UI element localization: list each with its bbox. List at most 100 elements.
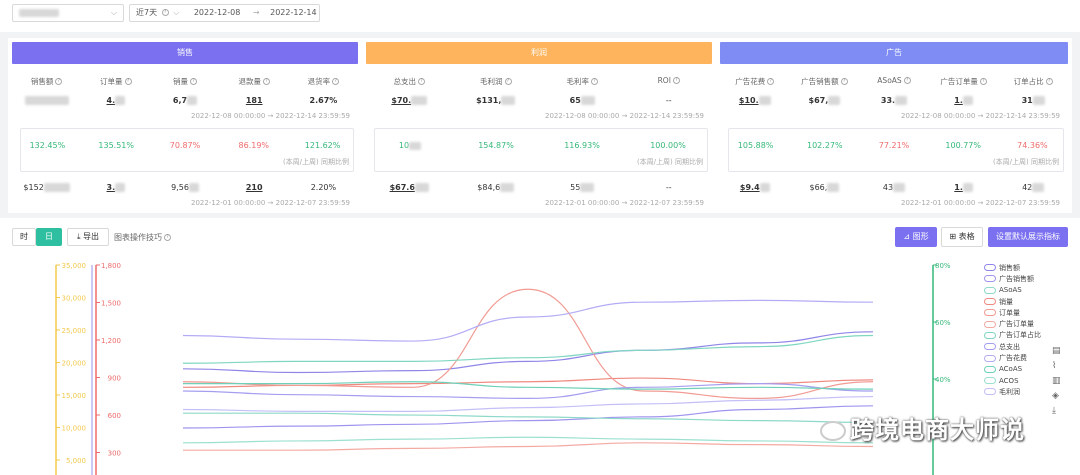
metric-value: 43 xyxy=(882,183,894,192)
help-icon: ? xyxy=(767,78,775,85)
previous-values: $9.4 $66, 43 1. 42 xyxy=(720,183,1068,192)
metric-value: 42 xyxy=(1022,183,1033,192)
metric-label: 广告销售额 xyxy=(801,77,839,86)
metric-value[interactable]: $9.4 xyxy=(739,183,760,192)
date-start[interactable]: 2022-12-08 xyxy=(193,8,241,17)
metric-value[interactable]: $67.6 xyxy=(389,183,415,192)
series-line xyxy=(182,436,874,444)
legend-label: 销量 xyxy=(999,297,1013,306)
line-switch-icon[interactable]: ⌇ xyxy=(1052,361,1057,371)
compare-value: 132.45% xyxy=(29,141,66,150)
compare-value: 10 xyxy=(398,141,410,150)
profit-panel: 利润 总支出? 毛利润? 毛利率? ROI? $70. $131, 65 -- … xyxy=(362,38,716,213)
watermark: 跨境电商大师说 xyxy=(820,410,1025,445)
compare-note: (本周/上周) 同期比例 xyxy=(636,158,703,166)
metric-label: ROI xyxy=(657,76,671,85)
set-default-metrics-button[interactable]: 设置默认展示指标 xyxy=(988,227,1068,247)
metric-value: 55 xyxy=(570,183,581,192)
help-icon: ? xyxy=(1045,78,1053,85)
legend-item[interactable]: ACoAS xyxy=(984,364,1041,375)
legend-item[interactable]: ACOS xyxy=(984,375,1041,386)
ads-panel: 广告 广告花费? 广告销售额? ASoAS? 广告订单量? 订单占比? $10.… xyxy=(716,38,1072,213)
help-icon: ? xyxy=(418,78,425,85)
table-view-button[interactable]: ⊞ 表格 xyxy=(941,227,983,247)
legend-label: ACOS xyxy=(999,376,1019,385)
data-view-icon[interactable]: ▤ xyxy=(1052,346,1061,356)
legend-marker-icon xyxy=(984,343,996,351)
metric-value[interactable]: $10. xyxy=(738,96,759,105)
legend-item[interactable]: 总支出 xyxy=(984,341,1041,352)
bar-switch-icon[interactable]: ▥ xyxy=(1052,376,1061,386)
legend-item[interactable]: 广告花费 xyxy=(984,352,1041,363)
metric-value: $131, xyxy=(476,96,502,105)
y-tick-label: 40% xyxy=(935,376,951,384)
y-tick-label: 900 xyxy=(108,375,121,383)
current-range: 2022-12-08 00:00:00 → 2022-12-14 23:59:5… xyxy=(190,112,350,120)
hour-toggle[interactable]: 时 xyxy=(12,228,36,246)
chart-legend: 销售额 广告销售额 ASoAS 销量 订单量 广告订单量 广告订单占比 总支出 广告花费 ACoA… xyxy=(984,262,1041,398)
graph-view-button[interactable]: ⊿ 图形 xyxy=(895,227,937,247)
help-icon: ? xyxy=(124,78,132,85)
metric-value: -- xyxy=(665,183,672,192)
metric-label: 销量 xyxy=(173,77,188,86)
chart-tips-link[interactable]: 图表操作技巧? xyxy=(114,232,171,243)
metric-value[interactable]: 210 xyxy=(245,183,263,192)
legend-marker-icon xyxy=(984,365,996,373)
date-preset[interactable]: 近7天 xyxy=(136,8,158,17)
y-tick-label: 30,000 xyxy=(62,295,87,303)
compare-box: 132.45% 135.51% 70.87% 86.19% 121.62% (本… xyxy=(20,128,354,172)
compare-box: 10 154.87% 116.93% 100.00% (本周/上周) 同期比例 xyxy=(374,128,708,172)
stack-icon[interactable]: ◈ xyxy=(1052,391,1059,401)
legend-item[interactable]: 订单量 xyxy=(984,307,1041,318)
date-range-picker[interactable]: 近7天 ? ⌵ 2022-12-08 → 2022-12-14 xyxy=(129,4,320,22)
compare-value: 116.93% xyxy=(564,141,600,150)
chevron-down-icon: ⌵ xyxy=(173,8,180,17)
compare-note: (本周/上周) 同期比例 xyxy=(992,158,1059,166)
day-toggle[interactable]: 日 xyxy=(36,228,62,246)
y-tick-label: 1,800 xyxy=(101,262,121,270)
export-button[interactable]: ⤓ 导出 xyxy=(67,228,109,246)
legend-item[interactable]: ASoAS xyxy=(984,285,1041,296)
metric-label: 退款量 xyxy=(238,77,261,86)
chevron-down-icon: ⌵ xyxy=(110,8,117,17)
metric-value[interactable]: 3. xyxy=(106,183,116,192)
legend-item[interactable]: 广告订单占比 xyxy=(984,330,1041,341)
help-icon: ? xyxy=(672,77,680,84)
metric-value[interactable]: 181 xyxy=(245,96,263,105)
metric-value[interactable]: 1. xyxy=(954,183,963,192)
store-select[interactable]: ⌵ xyxy=(12,4,124,22)
compare-value: 105.88% xyxy=(737,141,774,150)
metric-value: 31 xyxy=(1021,96,1033,105)
legend-item[interactable]: 广告销售额 xyxy=(984,273,1041,284)
wechat-logo-icon xyxy=(820,421,846,441)
save-image-icon[interactable]: ⤓ xyxy=(1052,406,1056,416)
legend-item[interactable]: 销量 xyxy=(984,296,1041,307)
help-icon: ? xyxy=(903,77,911,84)
chart-area: 35,000 30,000 25,000 20,000 15,000 10,000 5,00… xyxy=(0,254,1080,475)
compare-value: 70.87% xyxy=(169,141,201,150)
previous-range: 2022-12-01 00:00:00 → 2022-12-07 23:59:5… xyxy=(544,199,704,207)
date-separator: → xyxy=(252,8,260,17)
metric-value[interactable]: 1. xyxy=(954,96,963,105)
metric-value[interactable]: $70. xyxy=(391,96,412,105)
table-label: 表格 xyxy=(958,232,975,241)
current-values: $70. $131, 65 -- xyxy=(366,96,712,105)
series-line xyxy=(182,334,874,364)
help-icon: ? xyxy=(504,78,512,85)
compare-value: 102.27% xyxy=(807,141,843,150)
download-icon: ⤓ xyxy=(76,232,81,241)
legend-label: 总支出 xyxy=(999,342,1020,351)
grid-icon: ⊞ xyxy=(949,232,957,241)
metric-value[interactable]: 4. xyxy=(106,96,116,105)
previous-values: $67.6 $84,6 55 -- xyxy=(366,183,712,192)
legend-item[interactable]: 毛利润 xyxy=(984,386,1041,397)
compare-box: 105.88% 102.27% 77.21% 100.77% 74.36% (本… xyxy=(728,128,1064,172)
legend-item[interactable]: 广告订单量 xyxy=(984,318,1041,329)
metric-labels: 总支出? 毛利润? 毛利率? ROI? xyxy=(366,76,712,87)
metric-label: 广告花费 xyxy=(735,77,766,86)
date-end[interactable]: 2022-12-14 xyxy=(270,8,317,17)
metric-value: 6,7 xyxy=(172,96,188,105)
metric-label: 销售额 xyxy=(30,77,54,86)
help-icon: ? xyxy=(190,78,197,85)
legend-item[interactable]: 销售额 xyxy=(984,262,1041,273)
